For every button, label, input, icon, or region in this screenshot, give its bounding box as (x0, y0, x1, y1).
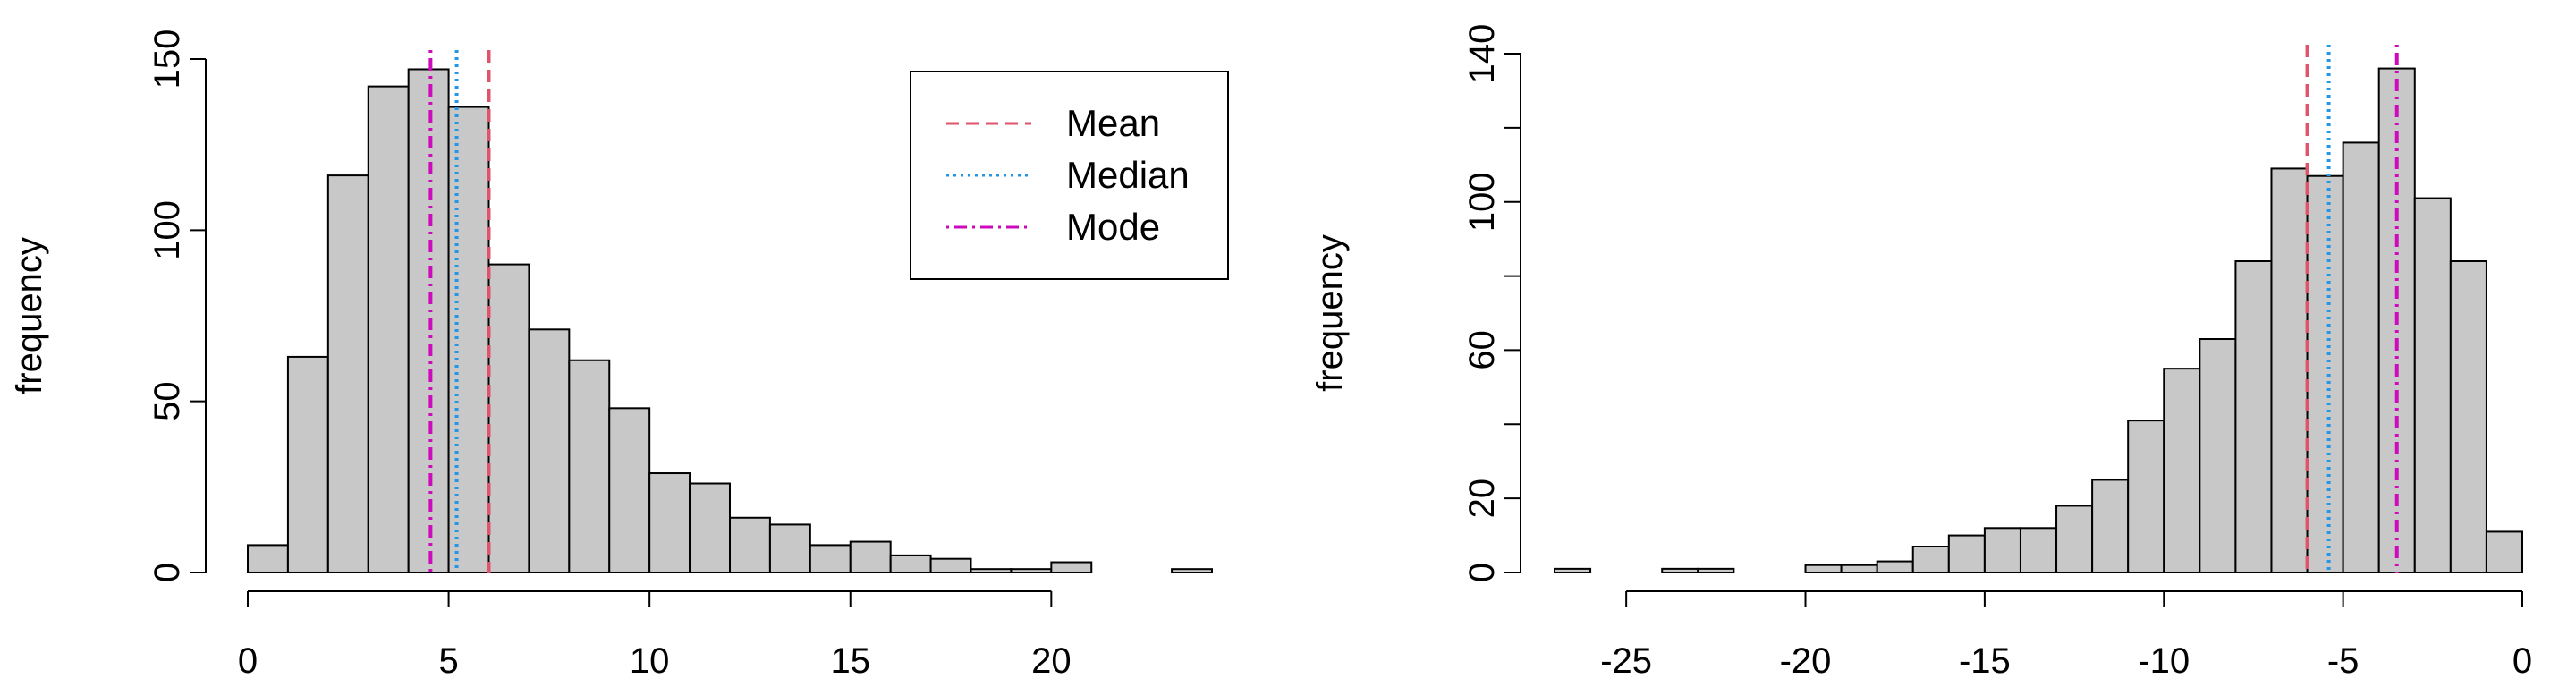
legend: Mean Median Mode (910, 71, 1229, 280)
x-tick-label: 15 (831, 641, 871, 681)
histogram-bar (929, 557, 972, 574)
histogram-bar (2055, 505, 2094, 574)
histogram-bar (2485, 530, 2524, 574)
x-tick-label: 20 (1031, 641, 1072, 681)
y-tick-label: 20 (1462, 479, 1502, 519)
left-histogram-panel: 0 5 10 15 20 0 50 100 150 frequency Mean Median Mode (10, 30, 1229, 681)
y-tick-label: 100 (1462, 172, 1502, 232)
x-tick-label: -5 (2327, 641, 2360, 681)
histogram-bar (1876, 560, 1914, 573)
x-tick-label: 5 (438, 641, 458, 681)
y-tick-label: 50 (148, 381, 187, 421)
histogram-bar (970, 568, 1013, 574)
y-axis-title: frequency (1310, 234, 1350, 392)
right-histogram-panel: -25 -20 -15 -10 -5 0 0 20 60 100 140 frequency (1310, 24, 2532, 681)
histogram-bar (1983, 527, 2021, 573)
histogram-bar (2449, 260, 2487, 573)
histogram-bar (889, 554, 932, 573)
y-tick-label: 140 (1462, 24, 1502, 84)
histogram-bar (648, 472, 691, 574)
histogram-bar (1911, 546, 1950, 573)
y-tick-label: 150 (148, 30, 187, 89)
histogram-bar (1171, 568, 1214, 574)
x-tick-label: 0 (2512, 641, 2532, 681)
x-tick-label: 10 (630, 641, 670, 681)
histogram-bar (286, 355, 329, 574)
histogram-bar (2091, 479, 2130, 574)
histogram-bar (2019, 527, 2058, 573)
histogram-bar (1661, 567, 1699, 573)
histogram-bar (608, 407, 651, 573)
histogram-bar (2342, 141, 2380, 574)
x-tick-label: 0 (238, 641, 258, 681)
x-tick-label: -15 (1959, 641, 2011, 681)
histogram-bar (447, 106, 490, 574)
histogram-bar (2413, 197, 2452, 573)
legend-mean-label: Mean (1066, 102, 1160, 144)
histogram-bar (2199, 338, 2237, 573)
legend-box (910, 71, 1229, 280)
histogram-bar (2306, 174, 2344, 573)
y-tick-label: 0 (148, 563, 187, 582)
histogram-bar (1947, 534, 1986, 573)
histogram-bar (689, 482, 731, 573)
y-tick-label: 0 (1462, 563, 1502, 582)
y-axis: 0 50 100 150 (148, 30, 207, 582)
histogram-bar (1697, 567, 1735, 573)
x-tick-label: -10 (2138, 641, 2190, 681)
histogram-bar (2270, 167, 2309, 574)
histogram-bar (326, 174, 369, 574)
histogram-bar (568, 359, 611, 573)
histogram-bar (247, 544, 289, 573)
histogram-bar (729, 516, 771, 573)
y-tick-label: 60 (1462, 330, 1502, 370)
histogram-bar (367, 85, 410, 573)
histogram-bar (1010, 568, 1053, 574)
histogram-bar (1804, 564, 1843, 574)
y-axis: 0 20 60 100 140 (1462, 24, 1521, 582)
histogram-bar (768, 523, 811, 574)
x-tick-label: -20 (1780, 641, 1832, 681)
legend-median-label: Median (1066, 154, 1190, 196)
histogram-bar (849, 540, 892, 573)
histogram-bar (407, 68, 450, 574)
histogram-bar (1554, 567, 1592, 573)
legend-mode-label: Mode (1066, 206, 1160, 248)
histogram-bar (809, 544, 852, 573)
histogram-bar (2127, 420, 2165, 573)
x-tick-label: -25 (1600, 641, 1652, 681)
histogram-bar (528, 328, 571, 573)
histogram-bar (1050, 561, 1093, 574)
histogram-bar (1840, 564, 1878, 574)
y-axis-title: frequency (10, 237, 49, 394)
histogram-bar (2234, 260, 2273, 573)
x-axis: 0 5 10 15 20 (238, 590, 1072, 681)
y-tick-label: 100 (148, 200, 187, 260)
histogram-bar (487, 263, 530, 573)
histogram-bar (2163, 368, 2201, 573)
x-axis: -25 -20 -15 -10 -5 0 (1600, 590, 2532, 681)
